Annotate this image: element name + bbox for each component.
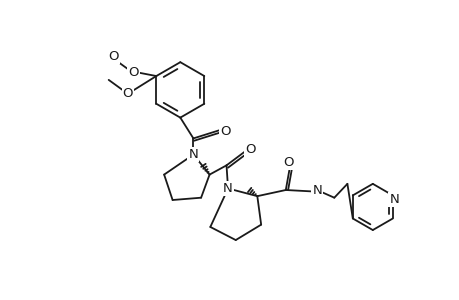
Text: O: O	[123, 87, 133, 100]
Text: O: O	[108, 50, 119, 62]
Text: O: O	[220, 125, 230, 138]
Text: O: O	[128, 66, 138, 79]
Text: O: O	[283, 156, 293, 169]
Text: N: N	[223, 182, 232, 195]
Text: N: N	[389, 193, 398, 206]
Text: O: O	[245, 143, 255, 157]
Text: N: N	[312, 184, 322, 196]
Text: N: N	[188, 148, 198, 161]
